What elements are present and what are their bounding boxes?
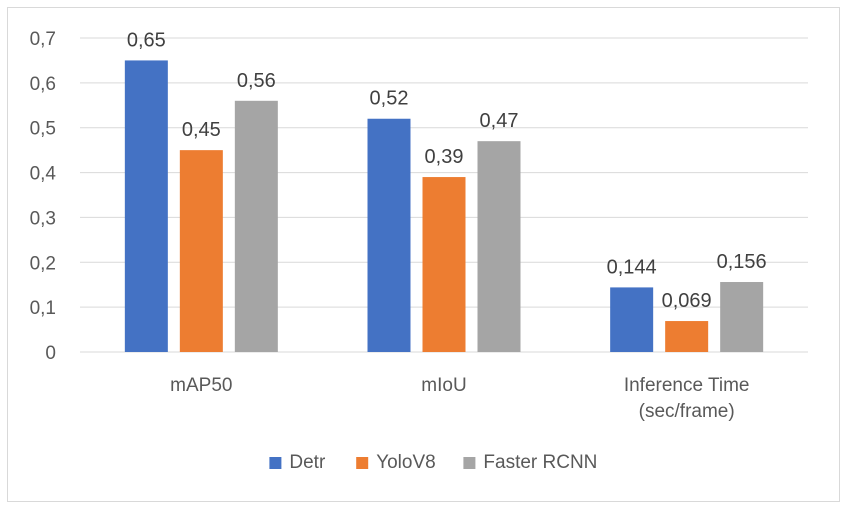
data-label: 0,144 <box>607 256 657 278</box>
y-tick-label: 0,2 <box>30 253 56 274</box>
bar-detr <box>124 60 168 353</box>
bar-detr <box>367 118 411 352</box>
bar-detr <box>610 287 654 352</box>
y-tick-label: 0,6 <box>30 74 56 95</box>
bars <box>124 60 764 353</box>
x-tick-label: mIoU <box>421 375 466 396</box>
y-tick-label: 0 <box>45 343 56 364</box>
bar-yolov8 <box>422 177 466 352</box>
x-tick-label: Inference Time (sec/frame) <box>624 375 750 422</box>
y-tick-label: 0,7 <box>30 29 56 50</box>
legend-swatch <box>356 457 369 469</box>
data-label: 0,52 <box>370 88 409 110</box>
legend-item-detr: Detr <box>269 452 326 473</box>
legend-label: YoloV8 <box>376 452 436 473</box>
legend-item-yolov8: YoloV8 <box>356 452 436 473</box>
y-tick-label: 0,5 <box>30 119 56 140</box>
data-label: 0,156 <box>717 251 767 273</box>
y-axis-ticks: 0 0,1 0,2 0,3 0,4 0,5 0,6 0,7 <box>30 29 57 364</box>
bar-yolov8 <box>179 150 223 352</box>
y-tick-label: 0,3 <box>30 208 56 229</box>
legend: Detr YoloV8 Faster RCNN <box>269 452 597 473</box>
data-label: 0,39 <box>425 146 464 168</box>
bar-yolov8 <box>665 321 709 352</box>
bar-faster-rcnn <box>477 141 521 352</box>
data-label: 0,47 <box>480 110 519 132</box>
data-label: 0,069 <box>662 290 712 312</box>
legend-item-faster-rcnn: Faster RCNN <box>463 452 597 473</box>
data-label: 0,45 <box>182 119 221 141</box>
legend-label: Detr <box>289 452 326 473</box>
legend-swatch <box>463 457 476 469</box>
data-label: 0,65 <box>127 29 166 51</box>
x-tick-label: mAP50 <box>170 375 232 396</box>
bar-faster-rcnn <box>234 100 278 352</box>
y-tick-label: 0,1 <box>30 298 56 319</box>
legend-swatch <box>269 457 282 469</box>
x-axis-ticks: mAP50 mIoU Inference Time (sec/frame) <box>170 375 749 422</box>
data-label: 0,56 <box>237 70 276 92</box>
y-tick-label: 0,4 <box>30 164 57 185</box>
bar-faster-rcnn <box>720 282 764 352</box>
legend-label: Faster RCNN <box>483 452 597 473</box>
